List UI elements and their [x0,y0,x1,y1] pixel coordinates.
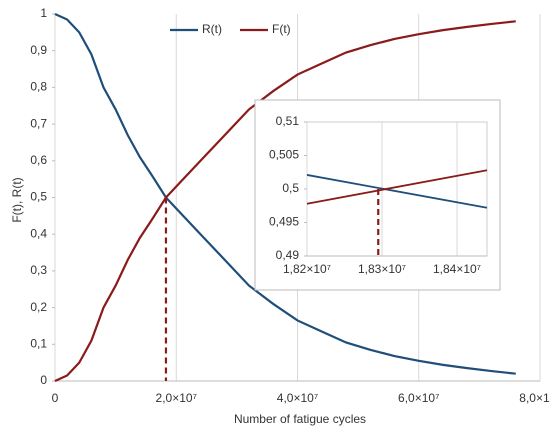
x-tick-label: 8,0×10⁷ [519,391,550,405]
x-tick-label: 4,0×10⁷ [277,391,318,405]
series-line [54,12,516,375]
y-axis-label: F(t), R(t) [10,177,24,222]
x-axis-label: Number of fatigue cycles [234,412,366,426]
y-tick-label: 0,5 [282,181,299,195]
y-tick-label: 0,7 [30,116,47,130]
series-line [54,20,516,383]
x-tick-label: 2,0×10⁷ [156,391,197,405]
y-tick-label: 1 [40,6,47,20]
y-tick-label: 0,2 [30,300,47,314]
y-tick-label: 0,6 [30,153,47,167]
y-tick-label: 0,505 [269,148,299,162]
y-tick-label: 0,51 [276,114,300,128]
y-tick-label: 0,5 [30,190,47,204]
x-tick-label: 0 [52,391,59,405]
x-tick-label: 6,0×10⁷ [398,391,439,405]
x-tick-label: 1,84×10⁷ [433,262,481,276]
y-tick-label: 0,495 [269,215,299,229]
y-tick-label: 0,9 [30,43,47,57]
y-tick-label: 0,49 [276,248,300,262]
x-tick-label: 1,83×10⁷ [358,262,406,276]
y-tick-label: 0,1 [30,336,47,350]
legend-label: F(t) [272,22,291,36]
legend-label: R(t) [202,22,222,36]
y-tick-label: 0,3 [30,263,47,277]
series-line [306,169,488,205]
x-tick-label: 1,82×10⁷ [283,262,331,276]
series-line [306,174,488,209]
y-tick-label: 0 [40,373,47,387]
y-tick-label: 0,8 [30,80,47,94]
y-tick-label: 0,4 [30,226,47,240]
